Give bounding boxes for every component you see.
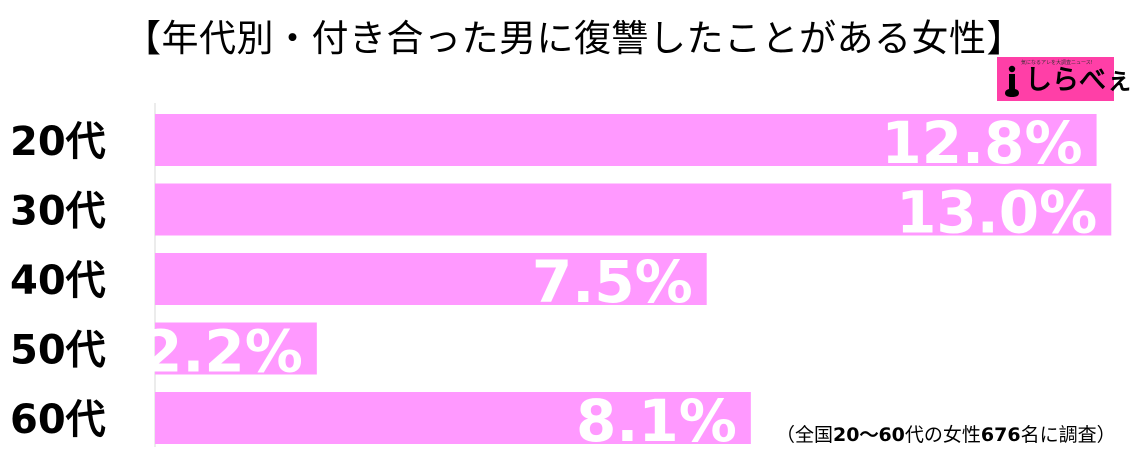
logo-tagline: 気になるアレを大調査ニュース! xyxy=(1021,60,1093,66)
survey-footnote: （全国20〜60代の女性676名に調査） xyxy=(776,424,1116,446)
value-label-4: 8.1% xyxy=(576,387,737,455)
logo-text: しらべぇ xyxy=(1025,65,1133,96)
bar-1 xyxy=(155,183,1112,236)
category-label-0: 20代 xyxy=(10,119,106,165)
shirabee-logo: 気になるアレを大調査ニュース! しらべぇ xyxy=(997,57,1133,101)
category-label-2: 40代 xyxy=(10,258,106,304)
bar-0 xyxy=(155,114,1097,166)
logo-mark-icon xyxy=(1005,65,1019,97)
value-label-2: 7.5% xyxy=(532,248,693,316)
chart-title: 【年代別・付き合った男に復讐したことがある女性】 xyxy=(124,17,1024,60)
category-label-4: 60代 xyxy=(10,397,106,443)
bar-4 xyxy=(155,392,751,444)
bar-2 xyxy=(155,253,707,305)
category-label-1: 30代 xyxy=(10,189,106,235)
value-label-0: 12.8% xyxy=(881,109,1082,177)
value-label-1: 13.0% xyxy=(896,179,1097,247)
value-label-3: 2.2% xyxy=(142,318,303,386)
bar-3 xyxy=(155,322,317,375)
category-label-3: 50代 xyxy=(10,328,106,374)
